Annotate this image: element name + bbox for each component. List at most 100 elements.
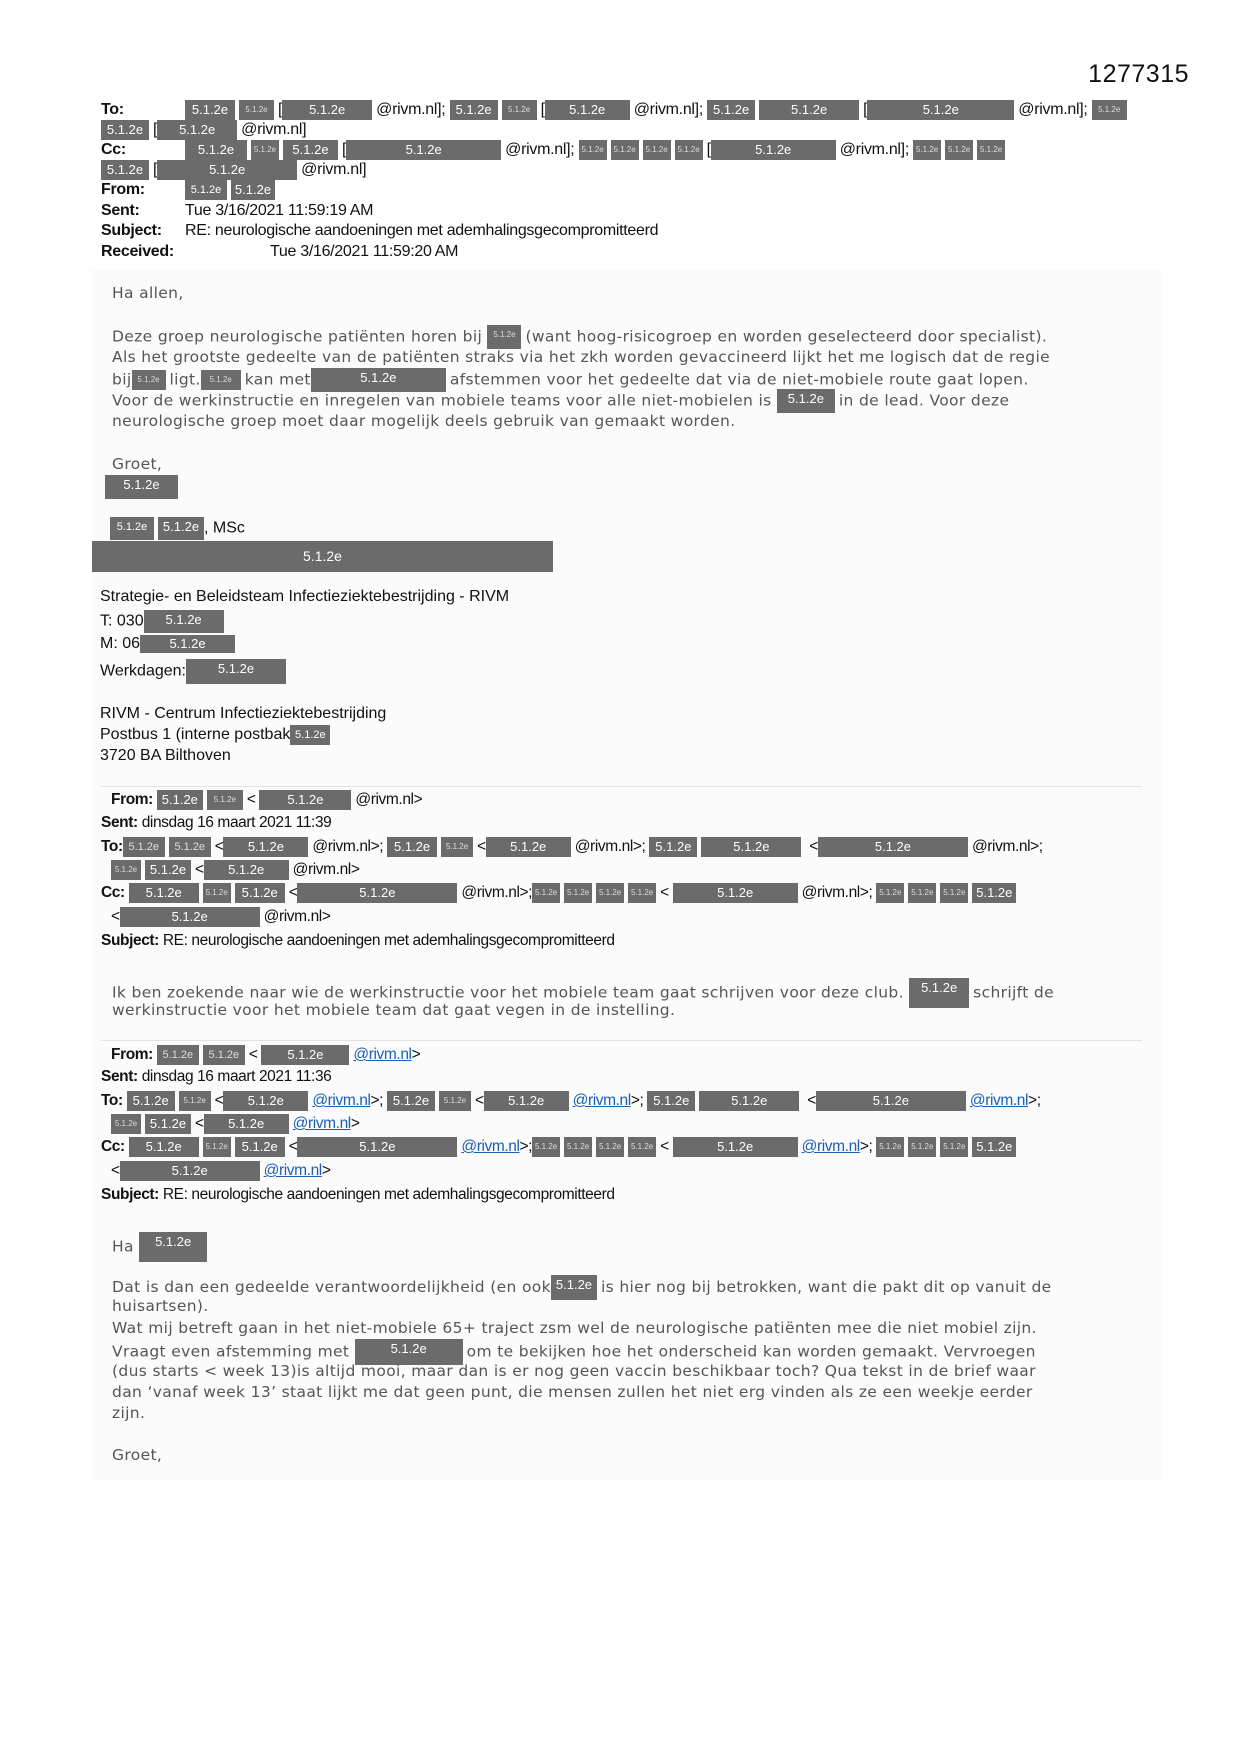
sent-value: Tue 3/16/2021 11:59:19 AM xyxy=(185,202,374,219)
redacted: 5.1.2e xyxy=(139,1232,208,1262)
signature-team: Strategie- en Beleidsteam Infectieziekte… xyxy=(100,588,510,605)
email-link[interactable]: @rivm.nl xyxy=(263,1162,323,1180)
body-line: werkinstructie voor het mobiele team dat… xyxy=(112,1001,676,1019)
redacted: 5.1.2e xyxy=(610,140,639,160)
redacted: 5.1.2e xyxy=(168,837,211,857)
redacted: 5.1.2e xyxy=(438,1091,471,1111)
redacted: 5.1.2e xyxy=(1091,100,1127,120)
cc-label: Cc: xyxy=(101,884,125,902)
reply2-from: From: 5.1.2e 5.1.2e < 5.1.2e @rivm.nl> xyxy=(111,1045,421,1065)
redacted: 5.1.2e xyxy=(178,1091,211,1111)
received-value: Tue 3/16/2021 11:59:20 AM xyxy=(270,243,459,260)
redacted: 5.1.2e xyxy=(158,517,204,540)
redacted: 5.1.2e xyxy=(156,790,203,810)
body-line: Deze groep neurologische patiënten horen… xyxy=(112,325,1047,349)
bracket: [ xyxy=(863,101,868,119)
reply1-sent: Sent: dinsdag 16 maart 2021 11:39 xyxy=(101,813,332,833)
angle: < xyxy=(474,1092,484,1110)
document-number: 1277315 xyxy=(1088,60,1189,88)
text: bij xyxy=(112,370,132,389)
redacted: 5.1.2e xyxy=(913,140,942,160)
subject-value: RE: neurologische aandoeningen met ademh… xyxy=(162,932,615,949)
redacted: 5.1.2e xyxy=(157,120,238,140)
redacted: 5.1.2e xyxy=(119,1161,260,1181)
email-link[interactable]: @rivm.nl xyxy=(969,1092,1029,1110)
redacted: 5.1.2e xyxy=(101,120,149,140)
body-line: Ik ben zoekende naar wie de werkinstruct… xyxy=(112,978,1054,1008)
bracket: [ xyxy=(706,141,711,159)
redacted: 5.1.2e xyxy=(283,140,338,160)
header-received: Received: Tue 3/16/2021 11:59:20 AM xyxy=(101,242,459,262)
angle: >; xyxy=(519,1138,533,1156)
email-link[interactable]: @rivm.nl xyxy=(353,1046,412,1064)
text: Postbus 1 (interne postbak xyxy=(100,726,291,744)
redacted: 5.1.2e xyxy=(105,475,178,499)
signature-org: RIVM - Centrum Infectieziektebestrijding xyxy=(100,705,387,722)
redacted: 5.1.2e xyxy=(185,100,235,120)
redacted: 5.1.2e xyxy=(234,1137,285,1157)
sent-label: Sent: xyxy=(101,814,138,831)
reply1-to: To: 5.1.2e 5.1.2e <5.1.2e @rivm.nl>; 5.1.2e 5… xyxy=(101,837,1043,857)
email-link[interactable]: @rivm.nl xyxy=(461,1138,520,1156)
subject-label: Subject: xyxy=(101,932,159,949)
text: (want hoog-risicogroep en worden geselec… xyxy=(525,327,1048,346)
redacted: 5.1.2e xyxy=(972,1137,1017,1157)
redacted: 5.1.2e xyxy=(185,659,286,684)
email-domain: @rivm.nl]; xyxy=(1018,101,1088,119)
redacted: 5.1.2e xyxy=(707,100,756,120)
text: in de lead. Voor deze xyxy=(838,391,1010,410)
redacted: 5.1.2e xyxy=(647,1091,696,1111)
reply1-cc-cont: <5.1.2e @rivm.nl> xyxy=(111,907,331,927)
redacted: 5.1.2e xyxy=(261,1045,350,1065)
redacted: 5.1.2e xyxy=(143,610,224,633)
angle: > xyxy=(411,1046,421,1064)
redacted: 5.1.2e xyxy=(532,1137,561,1157)
redacted: 5.1.2e xyxy=(223,837,309,857)
bracket: [ xyxy=(153,121,158,139)
redacted: 5.1.2e xyxy=(483,1091,569,1111)
redacted: 5.1.2e xyxy=(908,1137,937,1157)
redacted: 5.1.2e xyxy=(203,860,289,880)
redacted: 5.1.2e xyxy=(203,1114,289,1134)
redacted: 5.1.2e xyxy=(297,1137,458,1157)
header-cc: Cc: 5.1.2e 5.1.2e 5.1.2e[5.1.2e @rivm.nl]; 5… xyxy=(101,140,1009,160)
bracket: [ xyxy=(540,101,545,119)
redacted: 5.1.2e xyxy=(642,140,671,160)
to-label: To: xyxy=(101,1092,123,1110)
redacted: 5.1.2e xyxy=(672,1137,798,1157)
email-link[interactable]: @rivm.nl xyxy=(801,1138,861,1156)
text: is hier nog bij betrokken, want die pakt… xyxy=(600,1278,1052,1296)
text: Vraagt even afstemming met xyxy=(112,1342,350,1361)
redacted: 5.1.2e xyxy=(387,837,438,857)
redacted: 5.1.2e xyxy=(251,140,279,160)
text: Werkdagen: xyxy=(100,662,186,680)
text: kan met xyxy=(244,370,311,389)
email-link[interactable]: @rivm.nl xyxy=(312,1092,371,1110)
email-link[interactable]: @rivm.nl xyxy=(572,1092,632,1110)
body-line: Vraagt even afstemming met 5.1.2e om te b… xyxy=(112,1339,1036,1365)
text: ligt. xyxy=(169,370,201,389)
signature-name: 5.1.2e 5.1.2e, MSc xyxy=(110,517,245,540)
signature-function: 5.1.2e xyxy=(92,541,557,572)
redacted: 5.1.2e xyxy=(628,883,657,903)
body-line: zijn. xyxy=(112,1404,146,1422)
subject-value: RE: neurologische aandoeningen met ademh… xyxy=(185,222,659,239)
body-line: Dat is dan een gedeelde verantwoordelijk… xyxy=(112,1275,1052,1300)
signature-workdays: Werkdagen: 5.1.2e xyxy=(100,659,290,684)
redacted: 5.1.2e xyxy=(532,883,561,903)
redacted: 5.1.2e xyxy=(145,1114,191,1134)
redacted: 5.1.2e xyxy=(674,140,703,160)
reply1-subject: Subject: RE: neurologische aandoeningen … xyxy=(101,931,615,951)
reply2-sent: Sent: dinsdag 16 maart 2021 11:36 xyxy=(101,1067,332,1087)
redacted: 5.1.2e xyxy=(92,541,553,572)
redacted: 5.1.2e xyxy=(710,140,836,160)
angle: >; xyxy=(630,1092,644,1110)
email-link[interactable]: @rivm.nl xyxy=(292,1115,352,1133)
greeting: Ha allen, xyxy=(112,284,184,302)
redacted: 5.1.2e xyxy=(759,100,860,120)
redacted: 5.1.2e xyxy=(200,370,241,390)
angle: < xyxy=(660,884,669,902)
redacted: 5.1.2e xyxy=(701,837,802,857)
bracket: [ xyxy=(153,161,158,179)
redacted: 5.1.2e xyxy=(111,860,141,880)
